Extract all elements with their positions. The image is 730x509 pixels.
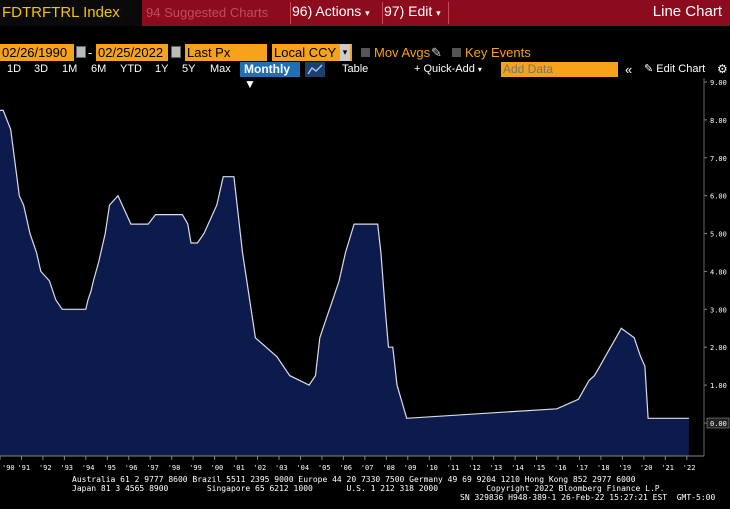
x-tick-label: '97 <box>146 464 159 472</box>
chevron-down-icon: ▾ <box>436 8 441 18</box>
table-button[interactable]: Table <box>342 63 369 75</box>
pencil-icon: ✎ <box>644 63 654 75</box>
edit-menu[interactable]: 97) Edit ▾ <box>384 3 441 19</box>
x-tick-label: '00 <box>211 464 224 472</box>
footer-contacts-line1: Australia 61 2 9777 8600 Brazil 5511 239… <box>72 475 636 484</box>
x-tick-label: '91 <box>17 464 30 472</box>
x-tick-label: '17 <box>575 464 588 472</box>
y-axis: 9.00 8.00 7.00 6.00 5.00 4.00 3.00 2.00 1.00 0.00 <box>703 78 730 456</box>
x-tick-label: '03 <box>275 464 288 472</box>
x-tick-label: '20 <box>640 464 653 472</box>
date-separator: - <box>88 45 93 60</box>
chart-type-label: Line Chart <box>652 3 722 20</box>
x-tick-label: '18 <box>597 464 610 472</box>
add-data-input[interactable] <box>501 62 618 77</box>
chart-style-icon[interactable] <box>305 62 325 77</box>
ticker-title[interactable]: FDTRFTRL Index <box>0 0 142 26</box>
y-tick-label: 9.00 <box>710 79 727 87</box>
x-tick-label: '15 <box>533 464 546 472</box>
range-ytd-button[interactable]: YTD <box>120 63 142 75</box>
y-tick-label: 5.00 <box>710 231 727 239</box>
range-max-button[interactable]: Max <box>210 63 231 75</box>
divider <box>382 2 383 24</box>
x-tick-label: '12 <box>468 464 481 472</box>
x-tick-label: '94 <box>82 464 95 472</box>
x-tick-label: '90 <box>2 464 15 472</box>
line-chart: 9.00 8.00 7.00 6.00 5.00 4.00 3.00 2.00 1.00 0.00… <box>0 78 730 472</box>
y-tick-label: 1.00 <box>710 382 727 390</box>
start-date-field[interactable]: 02/26/1990 <box>0 44 74 61</box>
header-bar <box>142 0 730 26</box>
frequency-select[interactable]: Monthly ▼ <box>240 62 300 91</box>
chevron-down-icon: ▼ <box>244 77 256 91</box>
mov-avgs-label[interactable]: Mov Avgs <box>374 45 431 60</box>
x-tick-label: '14 <box>511 464 524 472</box>
currency-select[interactable]: Local CCY ▾ <box>272 44 352 61</box>
x-tick-label: '07 <box>361 464 374 472</box>
footer: Australia 61 2 9777 8600 Brazil 5511 239… <box>0 473 730 509</box>
footer-session-info: SN 329836 H948-389-1 26-Feb-22 15:27:21 … <box>460 493 716 502</box>
range-5y-button[interactable]: 5Y <box>182 63 196 75</box>
x-tick-label: '06 <box>339 464 352 472</box>
x-tick-label: '10 <box>425 464 438 472</box>
range-1m-button[interactable]: 1M <box>62 63 78 75</box>
x-axis: '90'91 '92 '93 '94 '95 '96 '97 '98 '99 '00 '01 '02 '… <box>0 455 704 472</box>
range-1d-button[interactable]: 1D <box>7 63 22 75</box>
x-tick-label: '93 <box>60 464 73 472</box>
y-tick-label: 0.00 <box>710 420 727 428</box>
divider <box>290 2 291 24</box>
range-1y-button[interactable]: 1Y <box>155 63 169 75</box>
pencil-icon[interactable]: ✎ <box>431 45 442 60</box>
x-tick-label: '98 <box>168 464 181 472</box>
x-tick-label: '11 <box>447 464 460 472</box>
y-tick-label: 7.00 <box>710 155 727 163</box>
range-3d-button[interactable]: 3D <box>34 63 49 75</box>
actions-menu[interactable]: 96) Actions ▾ <box>292 3 370 19</box>
key-events-label[interactable]: Key Events <box>465 45 531 60</box>
x-tick-label: '19 <box>618 464 631 472</box>
x-tick-label: '01 <box>232 464 245 472</box>
series-area <box>0 110 689 457</box>
edit-chart-button[interactable]: ✎ Edit Chart <box>644 63 706 75</box>
x-tick-label: '92 <box>39 464 52 472</box>
x-tick-label: '04 <box>296 464 309 472</box>
chevron-down-icon: ▾ <box>365 8 370 18</box>
range-6m-button[interactable]: 6M <box>91 63 107 75</box>
footer-contacts-line2: Japan 81 3 4565 8900 Singapore 65 6212 1… <box>72 484 665 493</box>
y-tick-label: 3.00 <box>710 306 727 314</box>
x-tick-label: '16 <box>554 464 567 472</box>
x-tick-label: '02 <box>254 464 267 472</box>
price-field-select[interactable]: Last Px <box>185 44 267 61</box>
calendar-icon[interactable] <box>171 46 181 58</box>
end-date-field[interactable]: 02/25/2022 <box>96 44 168 61</box>
x-tick-label: '05 <box>318 464 331 472</box>
chevron-down-icon: ▾ <box>477 65 482 74</box>
x-tick-label: '09 <box>404 464 417 472</box>
mov-avgs-checkbox[interactable] <box>361 48 370 57</box>
x-tick-label: '96 <box>125 464 138 472</box>
y-tick-label: 6.00 <box>710 193 727 201</box>
y-tick-label: 2.00 <box>710 344 727 352</box>
series-line <box>0 109 689 419</box>
gear-icon[interactable]: ⚙ <box>717 62 728 76</box>
y-tick-label: 8.00 <box>710 117 727 125</box>
collapse-icon[interactable]: « <box>625 62 633 77</box>
suggested-charts-menu[interactable]: 94 Suggested Charts <box>146 5 269 20</box>
x-tick-label: '22 <box>683 464 696 472</box>
x-tick-label: '08 <box>382 464 395 472</box>
calendar-icon[interactable] <box>76 46 86 58</box>
chevron-down-icon: ▾ <box>340 44 350 61</box>
x-tick-label: '99 <box>189 464 202 472</box>
y-tick-label: 4.00 <box>710 268 727 276</box>
key-events-checkbox[interactable] <box>452 48 461 57</box>
quick-add-menu[interactable]: + Quick-Add ▾ <box>414 63 482 75</box>
x-tick-label: '95 <box>103 464 116 472</box>
x-tick-label: '21 <box>661 464 674 472</box>
x-tick-label: '13 <box>490 464 503 472</box>
divider <box>448 2 449 24</box>
